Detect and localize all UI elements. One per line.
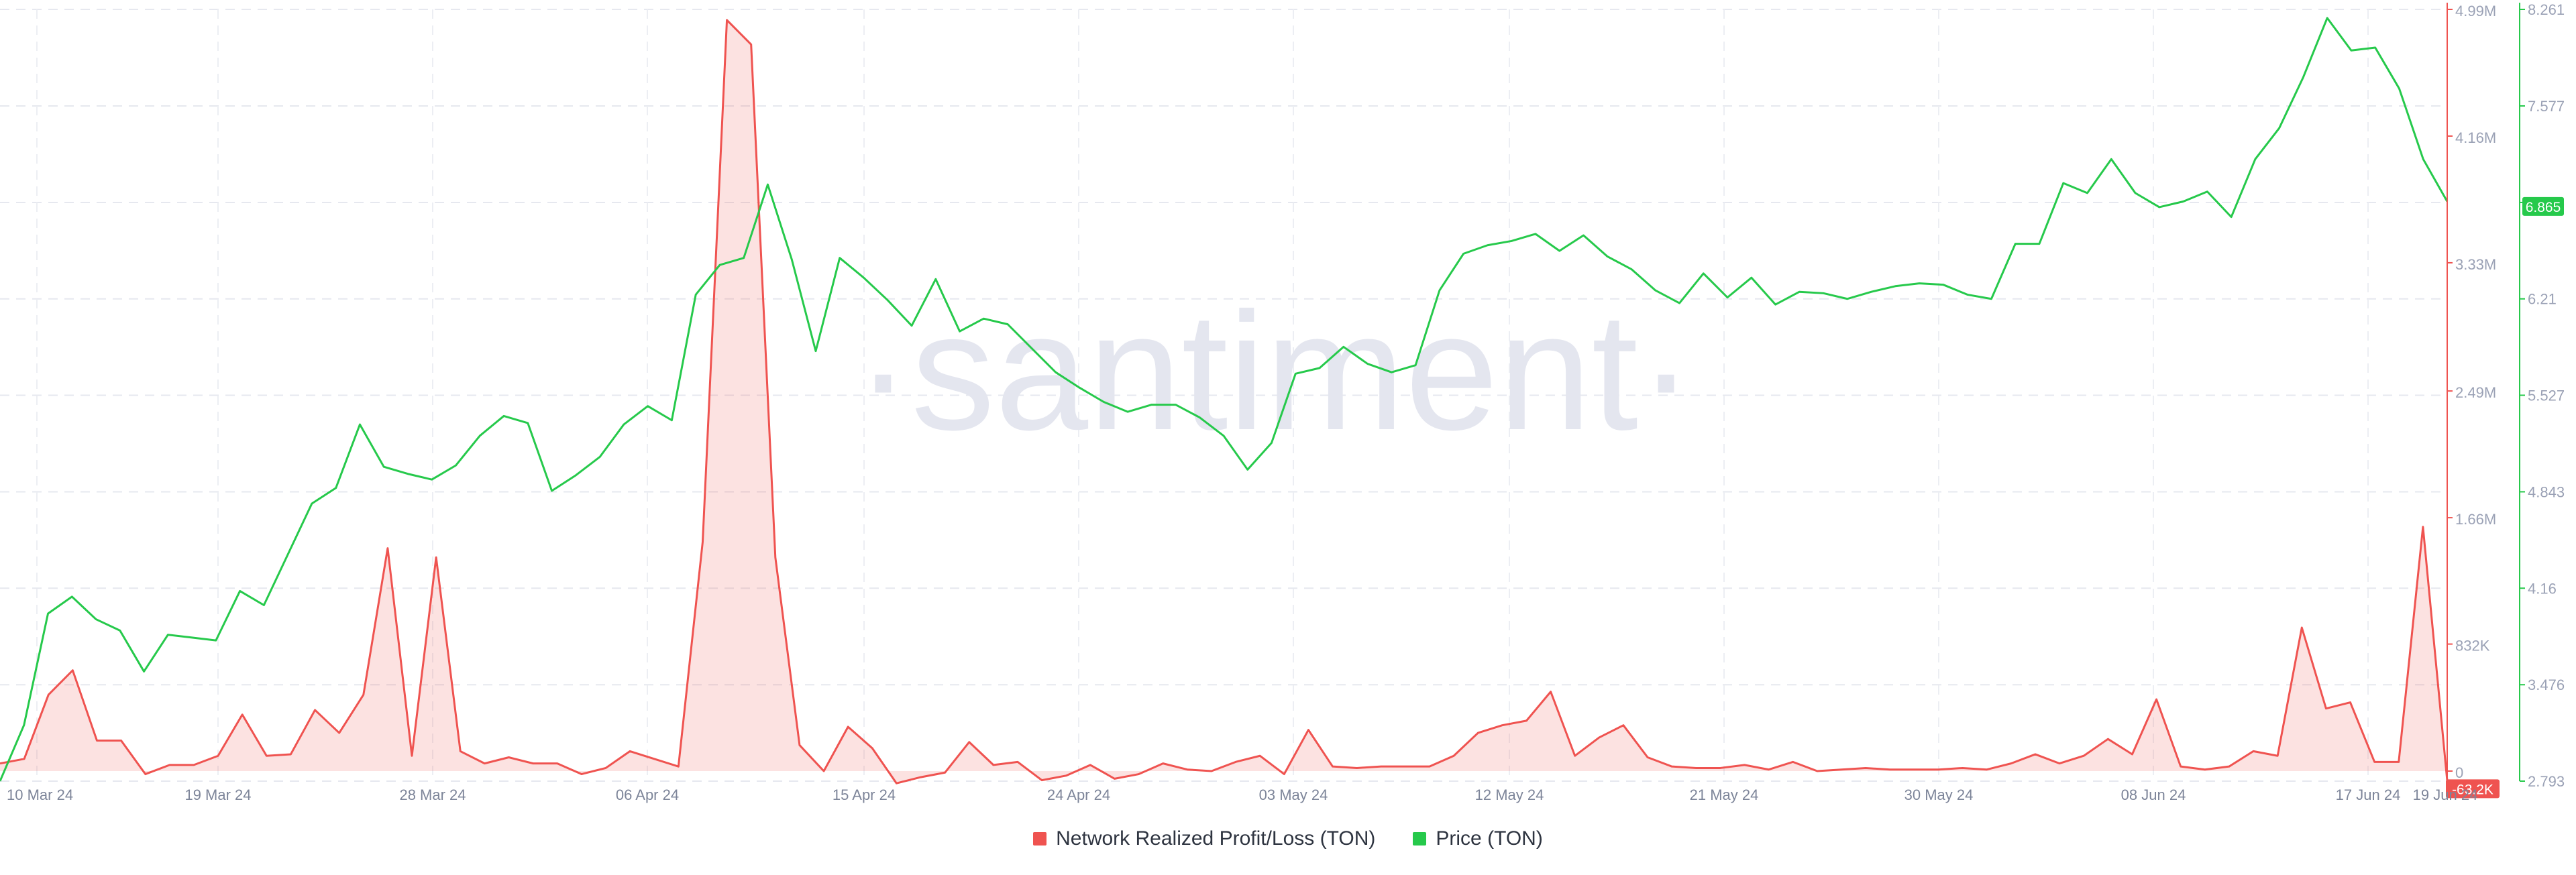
profit-loss-tick-label: 3.33M <box>2455 256 2496 273</box>
x-tick-label: 21 May 24 <box>1690 786 1759 803</box>
legend-item-profit-loss[interactable]: Network Realized Profit/Loss (TON) <box>1033 827 1375 850</box>
x-tick-label: 17 Jun 24 <box>2336 786 2401 803</box>
grid-lines <box>0 9 2447 782</box>
x-tick-label: 03 May 24 <box>1259 786 1328 803</box>
series-layer <box>0 17 2449 784</box>
legend-item-price[interactable]: Price (TON) <box>1413 827 1543 850</box>
x-tick-label: 08 Jun 24 <box>2121 786 2186 803</box>
price-tick-label: 5.527 <box>2528 388 2565 404</box>
x-tick-label: 06 Apr 24 <box>616 786 679 803</box>
legend-label-profit-loss: Network Realized Profit/Loss (TON) <box>1056 827 1376 850</box>
price-current-badge <box>2522 196 2564 216</box>
price-current-value: 6.865 <box>2526 200 2561 215</box>
x-tick-label: 24 Apr 24 <box>1047 786 1110 803</box>
legend: Network Realized Profit/Loss (TON) Price… <box>0 822 2576 856</box>
price-tick-label: 6.21 <box>2528 291 2557 308</box>
axes-layer: 4.99M 4.16M 3.33M 2.49M 1.66M 832K 0 8.261 7.577… <box>7 1 2565 803</box>
price-tick-label: 4.16 <box>2528 580 2557 597</box>
profit-loss-tick-label: 0 <box>2455 764 2463 781</box>
profit-loss-tick-label: 4.99M <box>2455 3 2496 19</box>
x-tick-label: 28 Mar 24 <box>399 786 466 803</box>
x-tick-label: 19 Jun 24 <box>2413 786 2478 803</box>
profit-loss-current-badge <box>2446 779 2500 799</box>
price-tick-label: 7.577 <box>2528 98 2565 115</box>
profit-loss-tick-label: 1.66M <box>2455 511 2496 528</box>
legend-label-price: Price (TON) <box>1436 827 1543 850</box>
legend-swatch-price <box>1413 832 1427 845</box>
price-tick-label: 4.843 <box>2528 483 2565 500</box>
price-tick-label: 3.476 <box>2528 677 2565 693</box>
legend-swatch-profit-loss <box>1033 832 1047 845</box>
profit-loss-tick-label: 832K <box>2455 638 2490 654</box>
x-tick-label: 30 May 24 <box>1904 786 1974 803</box>
x-tick-label: 12 May 24 <box>1475 786 1544 803</box>
profit-loss-tick-label: 4.16M <box>2455 129 2496 146</box>
profit-loss-tick-label: 2.49M <box>2455 384 2496 401</box>
profit-loss-line <box>0 19 2449 784</box>
profit-loss-current-value: -63.2K <box>2452 782 2493 797</box>
price-line <box>0 17 2449 782</box>
x-tick-label: 19 Mar 24 <box>184 786 251 803</box>
price-tick-label: 2.793 <box>2528 773 2565 790</box>
x-tick-label: 10 Mar 24 <box>7 786 73 803</box>
x-tick-label: 15 Apr 24 <box>833 786 896 803</box>
price-tick-label: 8.261 <box>2528 1 2565 18</box>
